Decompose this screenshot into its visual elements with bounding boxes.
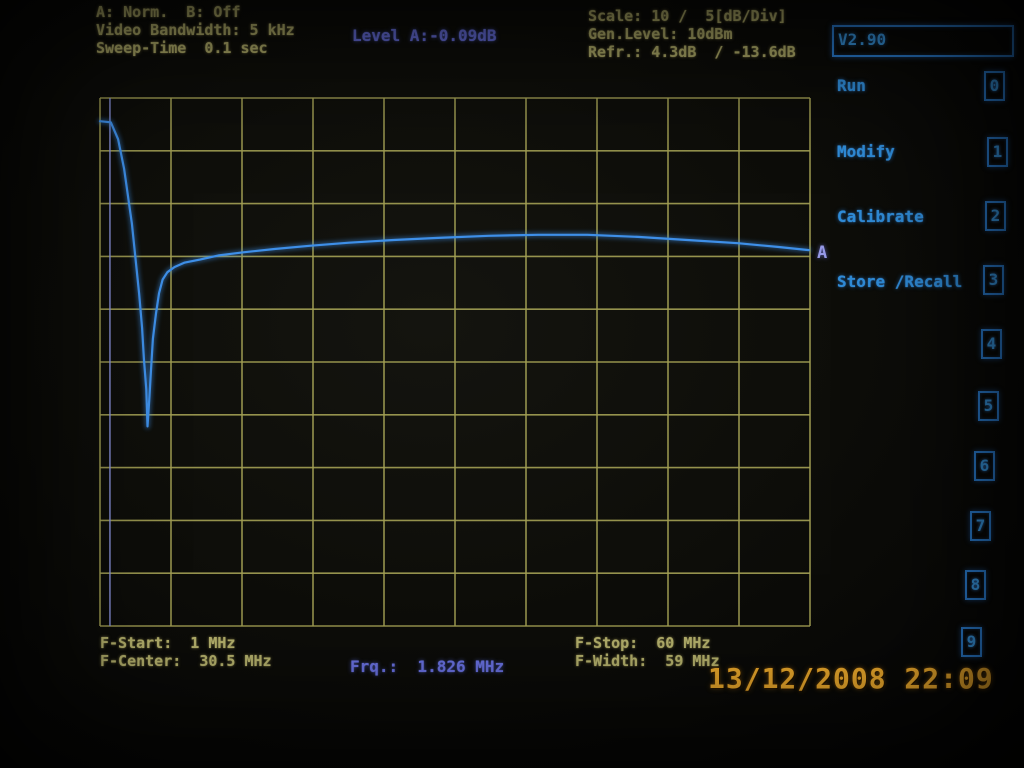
menu-item-calibrate[interactable]: Calibrate [837, 207, 924, 226]
softkey-7[interactable]: 7 [970, 511, 991, 541]
softkey-5[interactable]: 5 [978, 391, 999, 421]
softkey-4[interactable]: 4 [981, 329, 1002, 359]
softkey-0[interactable]: 0 [984, 71, 1005, 101]
f-center-readout: F-Center: 30.5 MHz [100, 652, 272, 670]
gen-level-setting: Gen.Level: 10dBm [588, 25, 733, 43]
channel-status: A: Norm. B: Off [96, 3, 241, 21]
softkey-8[interactable]: 8 [965, 570, 986, 600]
softkey-1[interactable]: 1 [987, 137, 1008, 167]
softkey-3[interactable]: 3 [983, 265, 1004, 295]
level-a-readout: Level A:-0.09dB [352, 26, 497, 45]
sweep-time: Sweep-Time 0.1 sec [96, 39, 268, 57]
firmware-version: V2.90 [838, 30, 887, 49]
softkey-6[interactable]: 6 [974, 451, 995, 481]
reference-setting: Refr.: 4.3dB / -13.6dB [588, 43, 796, 61]
softkey-2[interactable]: 2 [985, 201, 1006, 231]
f-stop-readout: F-Stop: 60 MHz [575, 634, 711, 652]
firmware-version-box: V2.90 [832, 25, 1014, 57]
camera-timestamp: 13/12/2008 22:09 [708, 662, 994, 695]
softkey-9[interactable]: 9 [961, 627, 982, 657]
trace-a [98, 120, 810, 428]
f-width-readout: F-Width: 59 MHz [575, 652, 720, 670]
marker-freq-readout: Frq.: 1.826 MHz [350, 657, 505, 676]
menu-item-store-recall[interactable]: Store /Recall [837, 272, 963, 291]
menu-item-modify[interactable]: Modify [837, 142, 895, 161]
f-start-readout: F-Start: 1 MHz [100, 634, 236, 652]
video-bandwidth: Video Bandwidth: 5 kHz [96, 21, 295, 39]
trace-a-label: A [817, 243, 828, 263]
menu-item-run[interactable]: Run [837, 76, 866, 95]
scale-setting: Scale: 10 / 5[dB/Div] [588, 7, 787, 25]
